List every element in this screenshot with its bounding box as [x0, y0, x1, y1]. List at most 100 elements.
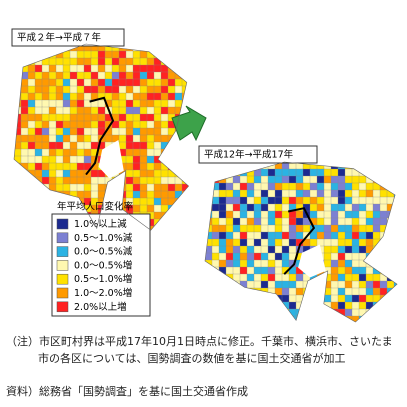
region — [41, 155, 50, 164]
region — [365, 315, 374, 323]
region — [358, 196, 367, 205]
region — [393, 175, 398, 184]
region — [281, 238, 290, 247]
region — [41, 190, 50, 199]
region — [174, 183, 183, 192]
region — [174, 44, 183, 52]
region — [27, 127, 36, 136]
region — [139, 141, 148, 150]
region — [27, 99, 36, 108]
region — [337, 259, 346, 268]
region — [337, 294, 346, 303]
region — [48, 78, 57, 87]
region — [316, 231, 325, 240]
region — [167, 71, 176, 80]
region — [344, 287, 353, 296]
region — [232, 203, 241, 212]
region — [153, 155, 162, 164]
region — [125, 78, 134, 87]
region — [205, 266, 213, 275]
region — [253, 175, 262, 184]
region — [41, 85, 50, 94]
region — [27, 176, 36, 185]
region — [174, 141, 183, 150]
region — [104, 78, 113, 87]
region — [69, 64, 78, 73]
region — [41, 113, 50, 122]
region — [351, 189, 360, 198]
region — [330, 189, 339, 198]
region — [365, 217, 374, 226]
region — [246, 273, 255, 282]
region — [132, 120, 141, 129]
region — [34, 71, 43, 80]
region — [288, 168, 297, 177]
region — [253, 182, 262, 191]
region — [181, 141, 189, 150]
region — [20, 211, 29, 220]
region — [20, 134, 29, 143]
region — [401, 197, 407, 205]
region — [139, 113, 148, 122]
region — [393, 245, 398, 254]
region — [69, 141, 78, 150]
region — [41, 57, 50, 66]
region — [330, 315, 339, 323]
region — [240, 323, 248, 330]
region — [97, 78, 106, 87]
region — [225, 294, 234, 303]
region — [146, 169, 155, 178]
region — [337, 162, 346, 170]
region — [20, 190, 29, 199]
region — [246, 182, 255, 191]
region — [34, 127, 43, 136]
legend-label: 2.0%以上増 — [74, 301, 127, 313]
region — [41, 183, 50, 192]
region — [281, 273, 290, 282]
region — [69, 85, 78, 94]
region — [323, 231, 332, 240]
region — [393, 238, 398, 247]
region — [132, 50, 141, 59]
region — [239, 245, 248, 254]
maps: 平成２年→平成７年 平成12年→平成17年 年平均人口変化率 1.0%以上減 0.… — [11, 28, 407, 330]
region — [104, 71, 113, 80]
region — [267, 294, 276, 303]
region — [239, 315, 248, 323]
region — [189, 51, 197, 59]
region — [274, 294, 283, 303]
region — [34, 141, 43, 150]
region — [83, 85, 92, 94]
region — [111, 78, 120, 87]
region — [139, 148, 148, 157]
region — [296, 323, 304, 330]
region — [160, 92, 169, 101]
region — [48, 169, 57, 178]
region — [330, 168, 339, 177]
region — [189, 163, 197, 171]
region — [232, 224, 241, 233]
legend-swatch — [56, 218, 69, 230]
region — [111, 183, 120, 192]
region — [309, 238, 318, 247]
region — [104, 57, 113, 66]
region — [153, 197, 162, 206]
region — [139, 78, 148, 87]
region — [132, 148, 141, 157]
region — [205, 294, 213, 303]
region — [48, 162, 57, 171]
region — [14, 218, 22, 227]
region — [337, 196, 346, 205]
region — [281, 231, 290, 240]
region — [21, 233, 29, 241]
region — [232, 217, 241, 226]
region — [41, 50, 50, 59]
region — [365, 162, 374, 170]
region — [386, 182, 395, 191]
region — [232, 189, 241, 198]
region — [69, 169, 78, 178]
region — [316, 294, 325, 303]
region — [55, 155, 64, 164]
region — [211, 315, 220, 323]
region — [160, 64, 169, 73]
